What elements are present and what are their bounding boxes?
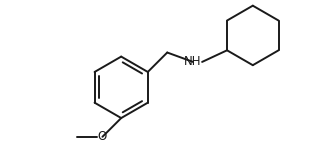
Text: O: O [98,130,107,143]
Text: NH: NH [184,55,202,68]
